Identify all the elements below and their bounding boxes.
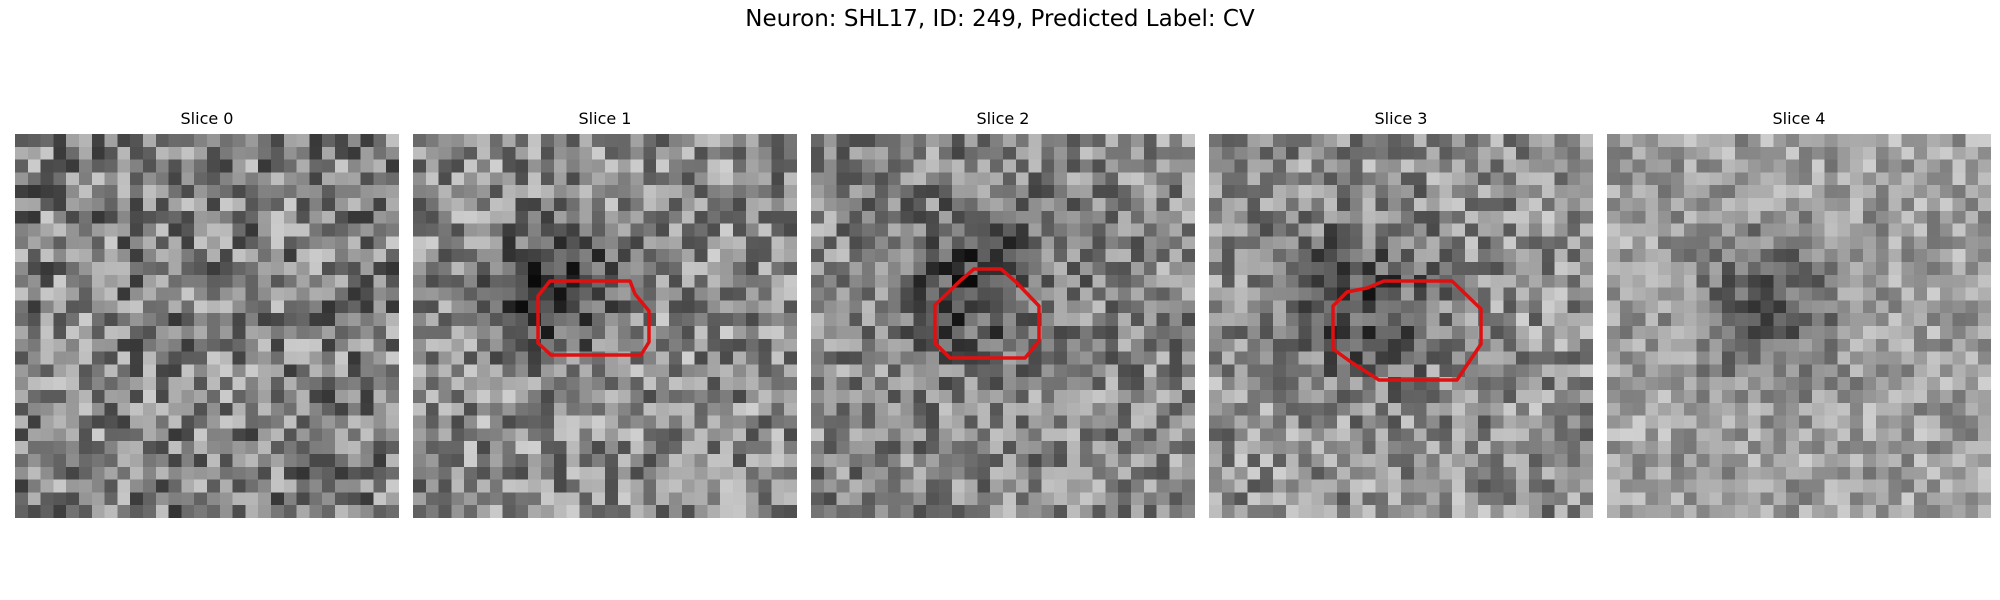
figure-title: Neuron: SHL17, ID: 249, Predicted Label:… — [745, 6, 1255, 32]
roi-contour — [1331, 279, 1483, 382]
slice-image-canvas — [811, 134, 1195, 518]
slice-title: Slice 4 — [1772, 109, 1826, 128]
slice-image-canvas — [1607, 134, 1991, 518]
slice-image — [811, 134, 1195, 518]
slice-image — [1607, 134, 1991, 518]
slice-image-canvas — [413, 134, 797, 518]
slice-image — [1209, 134, 1593, 518]
slice-title: Slice 1 — [578, 109, 632, 128]
slice-panel-0: Slice 0 — [15, 108, 399, 518]
slice-panel-3: Slice 3 — [1209, 108, 1593, 518]
slice-panel-1: Slice 1 — [413, 108, 797, 518]
slice-panel-4: Slice 4 — [1607, 108, 1991, 518]
slice-title: Slice 3 — [1374, 109, 1428, 128]
roi-contour — [933, 267, 1041, 360]
slice-image-canvas — [15, 134, 399, 518]
slice-image-canvas — [1209, 134, 1593, 518]
slice-image — [413, 134, 797, 518]
slice-title: Slice 2 — [976, 109, 1030, 128]
slice-title: Slice 0 — [180, 109, 234, 128]
slice-panel-2: Slice 2 — [811, 108, 1195, 518]
slice-image — [15, 134, 399, 518]
roi-contour — [536, 279, 651, 357]
